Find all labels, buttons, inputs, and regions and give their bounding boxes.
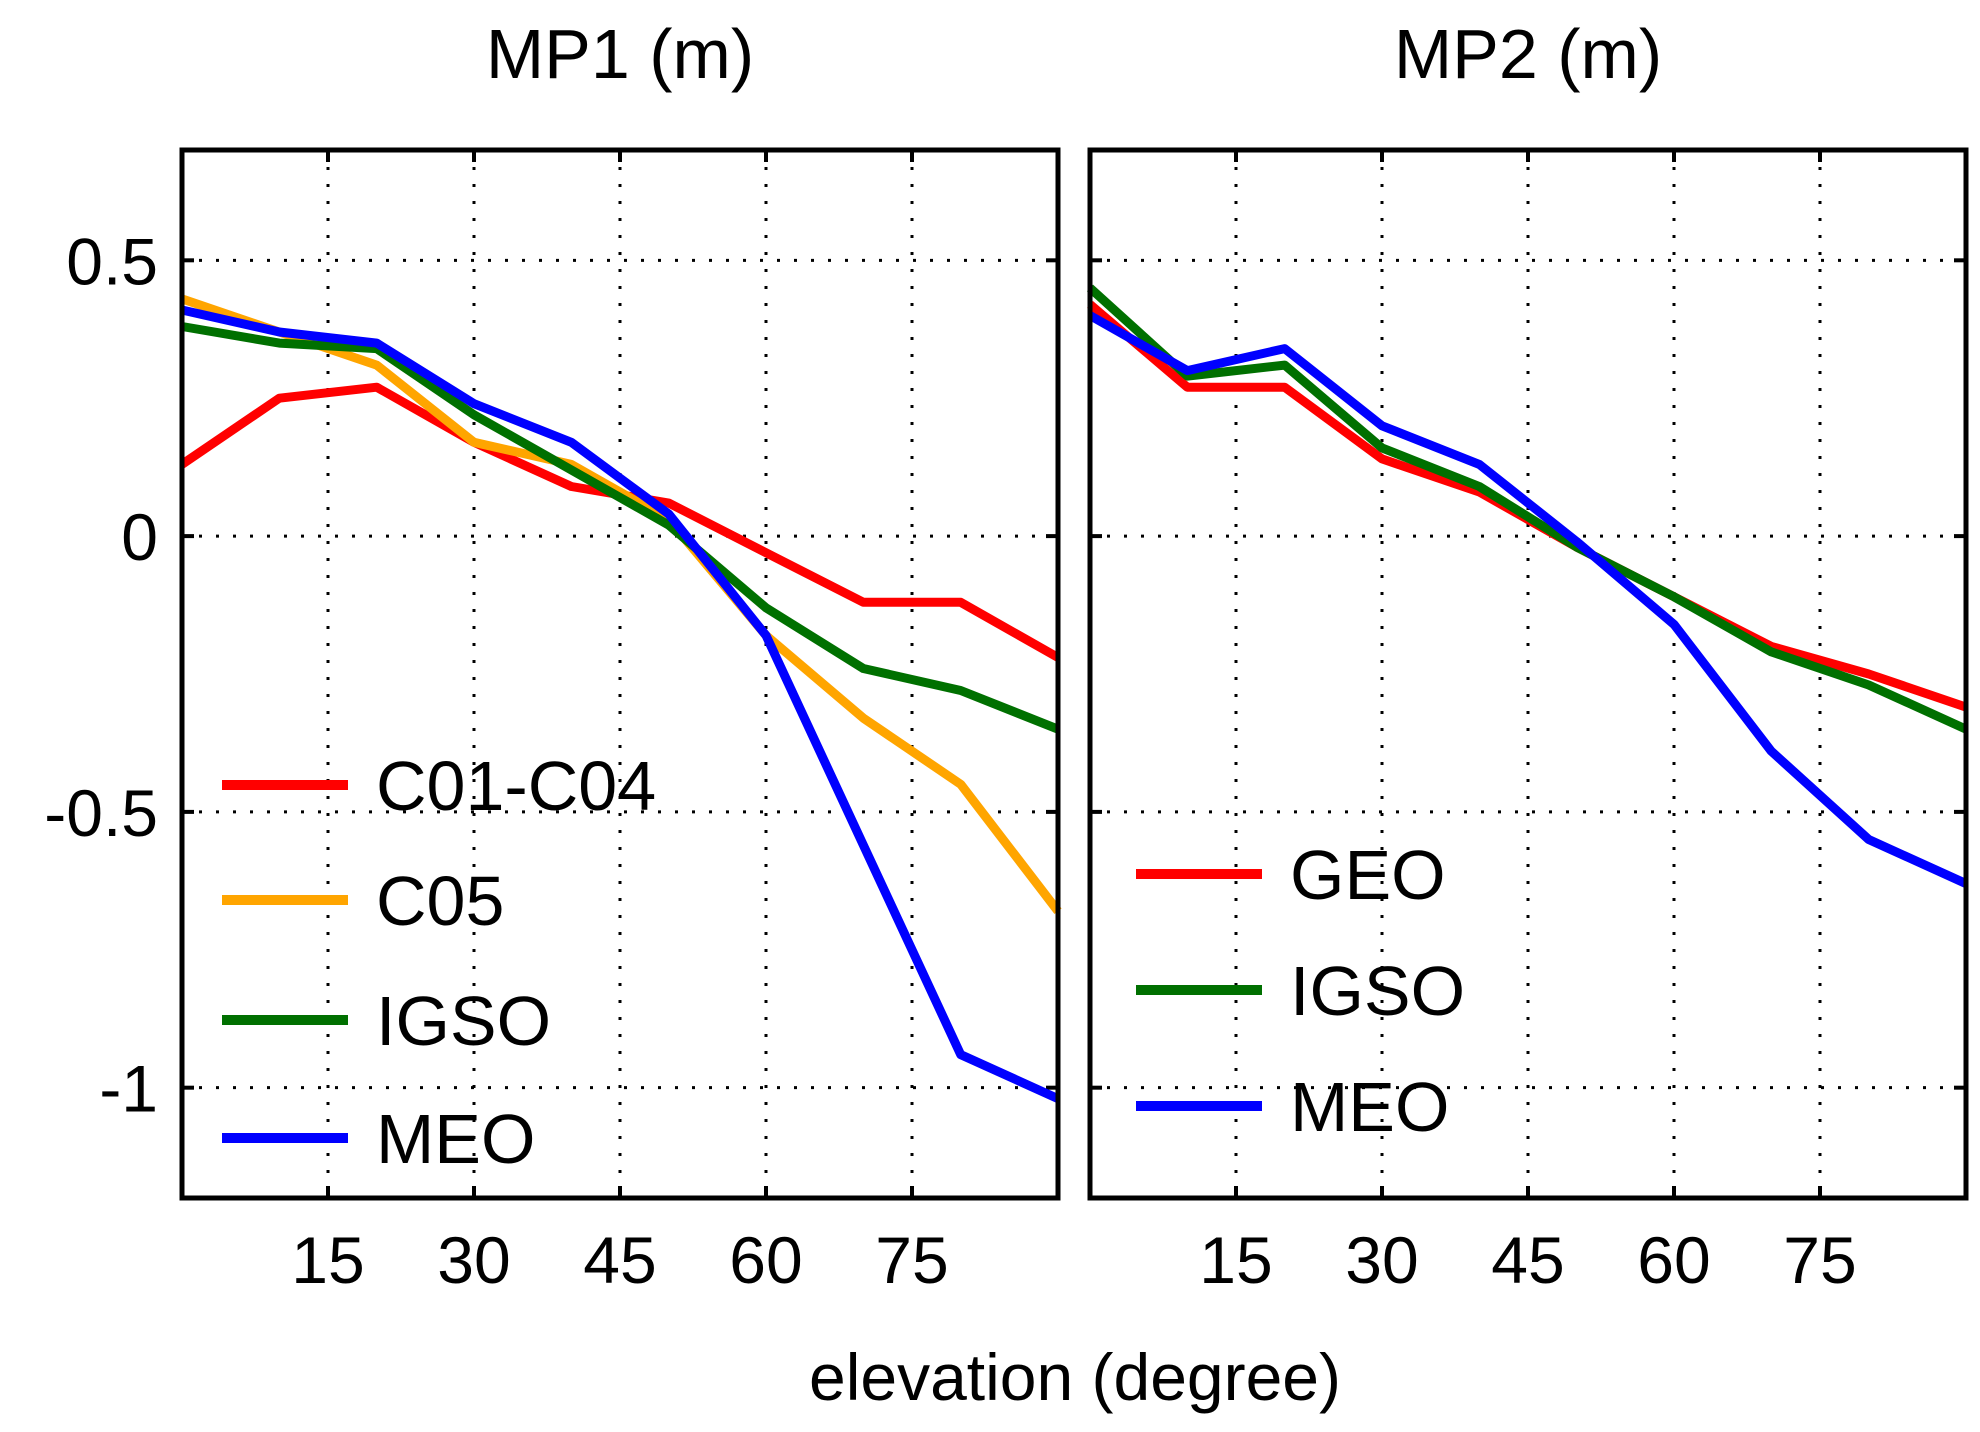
panel-mp1: MP1 (m) 15 30 45 60 75 0.5 0 -0.5 -1 C01-C04 C05 IGS… — [44, 15, 1062, 1297]
legend: C01-C04 C05 IGSO MEO — [222, 747, 656, 1178]
x-tick-label: 45 — [583, 1223, 656, 1297]
legend-label: C05 — [376, 862, 504, 940]
x-tick-label: 60 — [729, 1223, 802, 1297]
x-tick-label: 45 — [1491, 1223, 1564, 1297]
legend-label: IGSO — [1290, 952, 1465, 1030]
y-tick-label: 0 — [121, 500, 158, 574]
series-line-igso — [181, 322, 1060, 734]
series-line-c01-c04 — [179, 382, 1061, 662]
x-tick-label: 15 — [291, 1223, 364, 1297]
series-line-meo — [1087, 311, 1968, 888]
y-tick-label: 0.5 — [66, 224, 158, 298]
x-tick-label: 15 — [1199, 1223, 1272, 1297]
y-tick-label: -0.5 — [44, 776, 158, 850]
x-tick-label: 30 — [437, 1223, 510, 1297]
x-tick-label: 30 — [1345, 1223, 1418, 1297]
plot-frame — [1087, 147, 1969, 1201]
x-tick-label: 75 — [875, 1223, 948, 1297]
legend-label: MEO — [376, 1100, 535, 1178]
x-tick-label: 60 — [1637, 1223, 1710, 1297]
x-axis-label: elevation (degree) — [809, 1340, 1341, 1414]
legend: GEO IGSO MEO — [1136, 836, 1465, 1146]
plot-frame — [179, 147, 1061, 1201]
legend-label: GEO — [1290, 836, 1446, 914]
legend-label: C01-C04 — [376, 747, 656, 825]
panel-mp2: MP2 (m) 15 30 45 60 75 GEO IGSO MEO — [1086, 15, 1969, 1297]
x-tick-label: 75 — [1783, 1223, 1856, 1297]
series-line-meo — [181, 305, 1060, 1103]
panel-title: MP2 (m) — [1394, 15, 1662, 93]
legend-label: IGSO — [376, 982, 551, 1060]
series-line-igso — [1086, 284, 1968, 734]
legend-label: MEO — [1290, 1068, 1449, 1146]
panel-title: MP1 (m) — [486, 15, 754, 93]
y-tick-label: -1 — [99, 1052, 158, 1126]
